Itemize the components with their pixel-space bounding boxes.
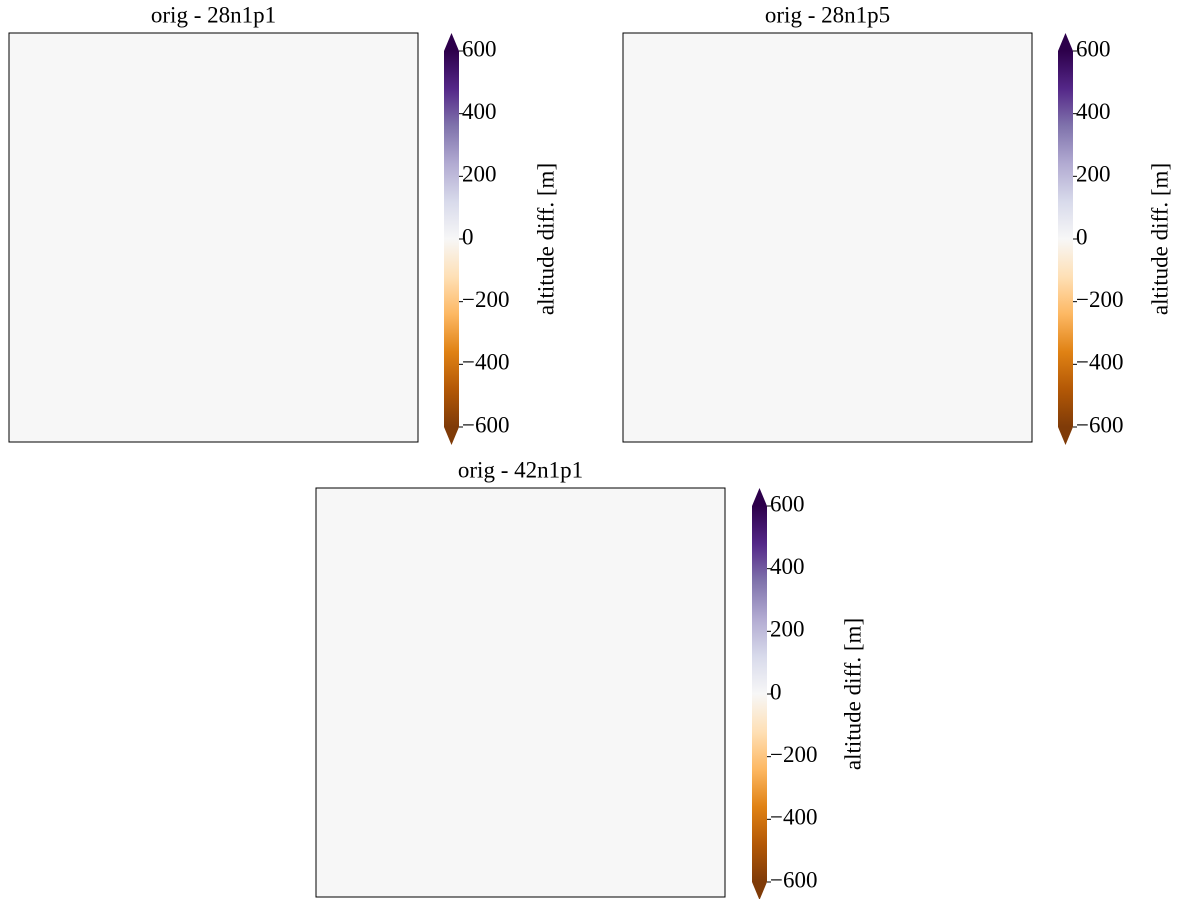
- colorbar-tick-label: −600: [1076, 412, 1123, 437]
- colorbar-label: altitude diff. [m]: [840, 618, 865, 770]
- panel-title: orig - 42n1p1: [458, 457, 583, 482]
- colorbar-extend-max: [752, 488, 767, 506]
- colorbar-tick-label: −600: [462, 412, 509, 437]
- panel-title: orig - 28n1p1: [151, 2, 276, 27]
- colorbar-extend-max: [444, 33, 459, 51]
- colorbar-extend-min: [444, 427, 459, 445]
- heatmap-image: [622, 32, 1033, 443]
- colorbar-extend-max: [1058, 33, 1073, 51]
- colorbar-tick-label: 400: [462, 99, 497, 124]
- colorbar: [752, 506, 767, 882]
- colorbar-tick-label: 400: [770, 554, 805, 579]
- colorbar-extend-min: [752, 882, 767, 899]
- colorbar-tick-label: 600: [1076, 36, 1111, 61]
- heatmap-image: [315, 487, 726, 898]
- colorbar-tick-label: 0: [1076, 224, 1088, 249]
- colorbar-tick-label: −400: [462, 350, 509, 375]
- colorbar-tick-label: −400: [1076, 350, 1123, 375]
- colorbar-tick-label: 200: [1076, 162, 1111, 187]
- colorbar-tick-label: −200: [1076, 287, 1123, 312]
- colorbar-tick-label: 600: [462, 36, 497, 61]
- colorbar-tick-label: 200: [462, 162, 497, 187]
- panel-title: orig - 28n1p5: [765, 2, 890, 27]
- colorbar: [444, 51, 459, 427]
- colorbar-tick-label: 400: [1076, 99, 1111, 124]
- colorbar-tick-label: 600: [770, 491, 805, 516]
- colorbar-tick-label: −400: [770, 805, 817, 830]
- colorbar-extend-min: [1058, 427, 1073, 445]
- colorbar-label: altitude diff. [m]: [533, 163, 558, 315]
- colorbar-tick-label: 200: [770, 617, 805, 642]
- colorbar-tick-label: −200: [462, 287, 509, 312]
- colorbar-label: altitude diff. [m]: [1147, 163, 1172, 315]
- colorbar: [1058, 51, 1073, 427]
- colorbar-tick-label: −600: [770, 867, 817, 892]
- colorbar-tick-label: 0: [462, 224, 474, 249]
- heatmap-image: [8, 32, 419, 443]
- colorbar-tick-label: −200: [770, 742, 817, 767]
- colorbar-tick-label: 0: [770, 679, 782, 704]
